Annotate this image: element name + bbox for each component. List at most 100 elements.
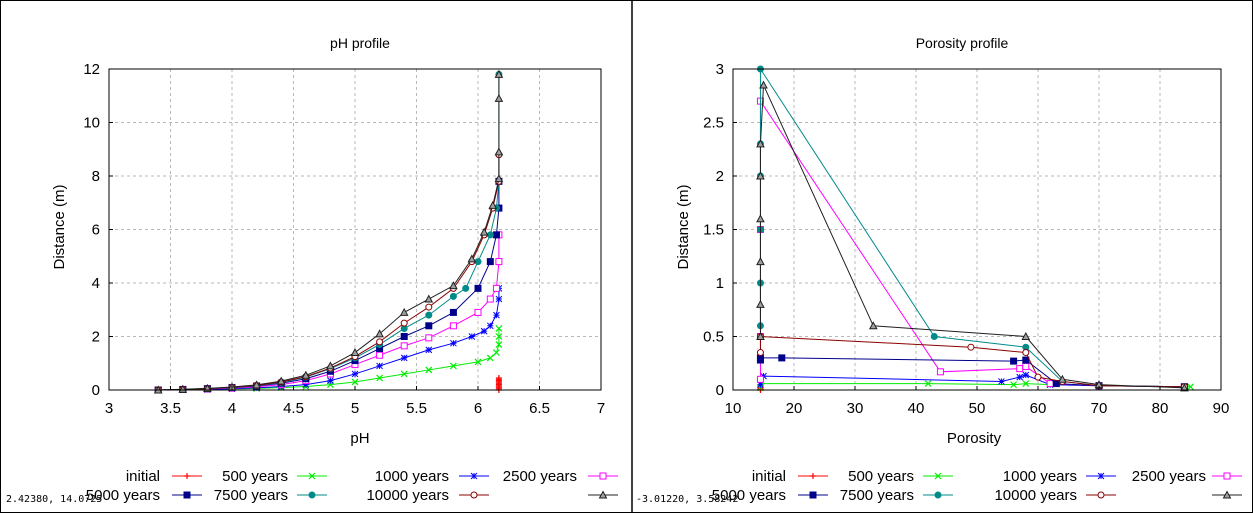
tick-labels: 10 20 30 40 50 60 70 80 90 0 0.5 1 1.5 2 2.5 3 bbox=[703, 61, 1229, 417]
data-point bbox=[1046, 380, 1054, 388]
data-point bbox=[1021, 331, 1031, 340]
legend-entry-7 bbox=[1212, 490, 1242, 499]
ph-profile-chart: pH profile pH Distance (m) 3 3.5 4 4.5 5 5.5 6… bbox=[6, 35, 618, 505]
data-point bbox=[486, 354, 494, 362]
legend-sample-marker bbox=[598, 490, 608, 499]
chart-title: pH profile bbox=[330, 35, 390, 51]
data-point bbox=[1022, 380, 1030, 388]
legend-label: 7500 years bbox=[214, 487, 288, 504]
legend-sample-marker bbox=[934, 491, 942, 499]
data-point bbox=[1052, 380, 1060, 388]
legend-entry-4: 5000 years bbox=[86, 487, 202, 504]
x-tick-label: 7 bbox=[597, 400, 605, 417]
x-tick-label: 90 bbox=[1213, 400, 1230, 417]
y-tick-label: 6 bbox=[92, 222, 100, 239]
data-point bbox=[400, 354, 408, 362]
x-tick-label: 3 bbox=[105, 400, 113, 417]
legend-sample-marker bbox=[308, 491, 316, 499]
data-point bbox=[778, 354, 786, 362]
data-point bbox=[425, 334, 433, 342]
data-point bbox=[494, 174, 504, 183]
legend-sample-marker bbox=[183, 491, 191, 499]
legend-entry-1: 500 years bbox=[848, 468, 953, 485]
x-tick-label: 80 bbox=[1152, 400, 1169, 417]
legend-sample-marker bbox=[184, 473, 190, 479]
data-point bbox=[998, 378, 1005, 385]
data-point bbox=[756, 214, 765, 223]
series-line-7 bbox=[759, 84, 1185, 389]
y-tick-label: 2 bbox=[92, 329, 100, 346]
series-line-7 bbox=[158, 74, 500, 391]
data-point bbox=[449, 322, 457, 330]
legend-label: 500 years bbox=[222, 468, 288, 485]
data-point bbox=[1022, 362, 1030, 370]
legend: initial 500 years 1000 years 2500 years 5000… bbox=[86, 468, 618, 504]
data-point bbox=[495, 333, 503, 340]
legend-label: 2500 years bbox=[503, 468, 577, 485]
data-point bbox=[936, 368, 944, 376]
tick-labels: 3 3.5 4 4.5 5 5.5 6 6.5 7 0 2 4 6 8 10 12 bbox=[83, 61, 605, 417]
data-point bbox=[468, 333, 476, 340]
legend-sample-marker bbox=[470, 472, 478, 480]
data-point bbox=[425, 303, 433, 311]
data-point bbox=[486, 295, 494, 303]
data-point bbox=[462, 284, 470, 292]
legend-sample-marker bbox=[599, 472, 607, 480]
legend: initial 500 years 1000 years 2500 years 5000… bbox=[712, 468, 1242, 504]
y-tick-label: 0 bbox=[92, 382, 100, 399]
data-point bbox=[376, 338, 384, 346]
y-tick-label: 1.5 bbox=[703, 222, 724, 239]
data-point bbox=[400, 342, 408, 350]
data-point bbox=[756, 171, 765, 180]
legend-entry-3: 2500 years bbox=[503, 468, 618, 485]
legend-entry-0: initial bbox=[126, 468, 202, 485]
coordinate-readout: -3.01220, 3.58242 bbox=[636, 494, 738, 505]
data-point bbox=[756, 331, 765, 340]
data-point bbox=[494, 147, 504, 156]
legend-label: 1000 years bbox=[375, 468, 449, 485]
data-point bbox=[1010, 381, 1018, 389]
legend-label: 7500 years bbox=[840, 487, 914, 504]
data-point bbox=[967, 343, 975, 351]
data-point bbox=[425, 322, 433, 330]
legend-label: 5000 years bbox=[712, 487, 786, 504]
data-point bbox=[495, 374, 502, 381]
data-point bbox=[495, 325, 503, 332]
x-tick-label: 50 bbox=[969, 400, 986, 417]
data-point bbox=[376, 351, 384, 359]
y-tick-label: 0.5 bbox=[703, 329, 724, 346]
legend-entry-0: initial bbox=[752, 468, 828, 485]
x-tick-label: 4.5 bbox=[283, 400, 304, 417]
data-point bbox=[178, 384, 188, 393]
data-point bbox=[351, 378, 359, 386]
y-axis-label: Distance (m) bbox=[51, 184, 68, 269]
legend-label: 1000 years bbox=[1003, 468, 1077, 485]
data-point bbox=[376, 374, 384, 382]
data-point bbox=[1058, 374, 1067, 383]
data-point bbox=[756, 299, 765, 308]
x-tick-label: 30 bbox=[847, 400, 864, 417]
legend-entry-7 bbox=[588, 490, 618, 499]
y-tick-label: 4 bbox=[92, 275, 100, 292]
data-point bbox=[759, 80, 768, 89]
data-point bbox=[1022, 356, 1030, 364]
data-point bbox=[424, 294, 434, 303]
data-point bbox=[1180, 383, 1189, 392]
data-point bbox=[756, 139, 765, 148]
x-tick-label: 20 bbox=[786, 400, 803, 417]
data-point bbox=[351, 370, 359, 378]
legend-label: initial bbox=[126, 468, 160, 485]
y-tick-label: 3 bbox=[716, 61, 724, 78]
data-point bbox=[375, 329, 384, 338]
data-point bbox=[480, 327, 488, 335]
data-point bbox=[493, 349, 500, 356]
data-point bbox=[399, 307, 409, 316]
porosity-profile-chart: Porosity profile Porosity Distance (m) 1… bbox=[636, 35, 1242, 505]
data-point bbox=[868, 321, 878, 330]
legend-sample-marker bbox=[934, 472, 942, 480]
y-tick-label: 12 bbox=[83, 61, 100, 78]
legend-label: 5000 years bbox=[86, 487, 160, 504]
data-point bbox=[1010, 357, 1018, 365]
x-tick-label: 5.5 bbox=[406, 400, 427, 417]
